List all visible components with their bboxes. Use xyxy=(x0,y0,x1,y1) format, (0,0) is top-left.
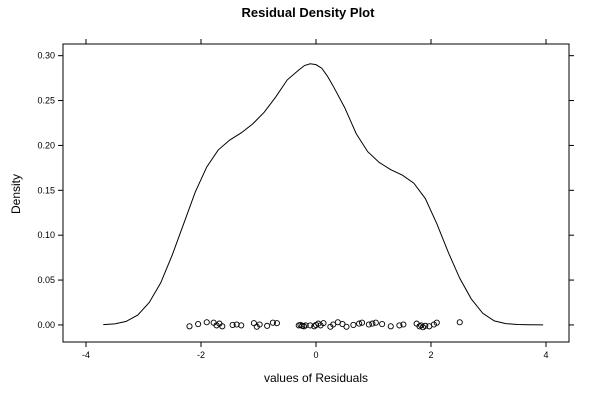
rug-point xyxy=(273,320,280,327)
rug-point xyxy=(433,319,440,326)
rug-point xyxy=(203,319,210,326)
plot-frame xyxy=(62,43,570,343)
rug-point xyxy=(233,321,240,328)
y-tick-label: 0.00 xyxy=(37,320,55,330)
rug-point xyxy=(365,321,372,328)
x-axis-label: values of Residuals xyxy=(264,371,368,385)
rug-point xyxy=(264,322,271,329)
rug-point xyxy=(418,322,425,329)
y-axis-label: Density xyxy=(9,174,23,214)
rug-point xyxy=(302,322,309,329)
rug-point xyxy=(219,323,226,330)
rug-point xyxy=(256,321,263,328)
x-tick-label: 0 xyxy=(313,350,318,360)
rug-point xyxy=(422,322,429,329)
rug-point xyxy=(229,321,236,329)
rug-point xyxy=(387,323,394,330)
rug-point xyxy=(400,321,407,328)
rug-point xyxy=(350,321,357,329)
rug-point xyxy=(358,319,366,326)
rug-point xyxy=(456,319,463,326)
rug-points xyxy=(186,319,463,331)
rug-point xyxy=(250,320,257,327)
y-tick-label: 0.20 xyxy=(37,140,55,150)
y-tick-label: 0.10 xyxy=(37,230,55,240)
rug-point xyxy=(369,320,376,327)
rug-point xyxy=(307,322,314,329)
y-tick-label: 0.05 xyxy=(37,275,55,285)
rug-point xyxy=(238,322,245,329)
y-tick-label: 0.30 xyxy=(37,51,55,61)
x-tick-label: -4 xyxy=(82,350,90,360)
y-tick-label: 0.25 xyxy=(37,96,55,106)
rug-point xyxy=(379,320,386,328)
y-tick-label: 0.15 xyxy=(37,185,55,195)
axis-ticks: -4 -2 0 2 4 0.00 0.05 0.10 0.15 0.20 0.25 0.30 xyxy=(37,39,574,360)
rug-point xyxy=(356,320,363,327)
x-tick-label: 4 xyxy=(543,350,548,360)
density-line xyxy=(103,63,544,326)
chart-title: Residual Density Plot xyxy=(242,5,376,20)
rug-point xyxy=(320,320,327,327)
rug-point xyxy=(195,320,202,328)
rug-point xyxy=(396,322,403,329)
x-tick-label: -2 xyxy=(197,350,205,360)
rug-point xyxy=(372,319,379,326)
rug-point xyxy=(186,323,193,330)
x-tick-label: 2 xyxy=(428,350,433,360)
rug-point xyxy=(269,319,276,326)
rug-point xyxy=(343,323,350,330)
